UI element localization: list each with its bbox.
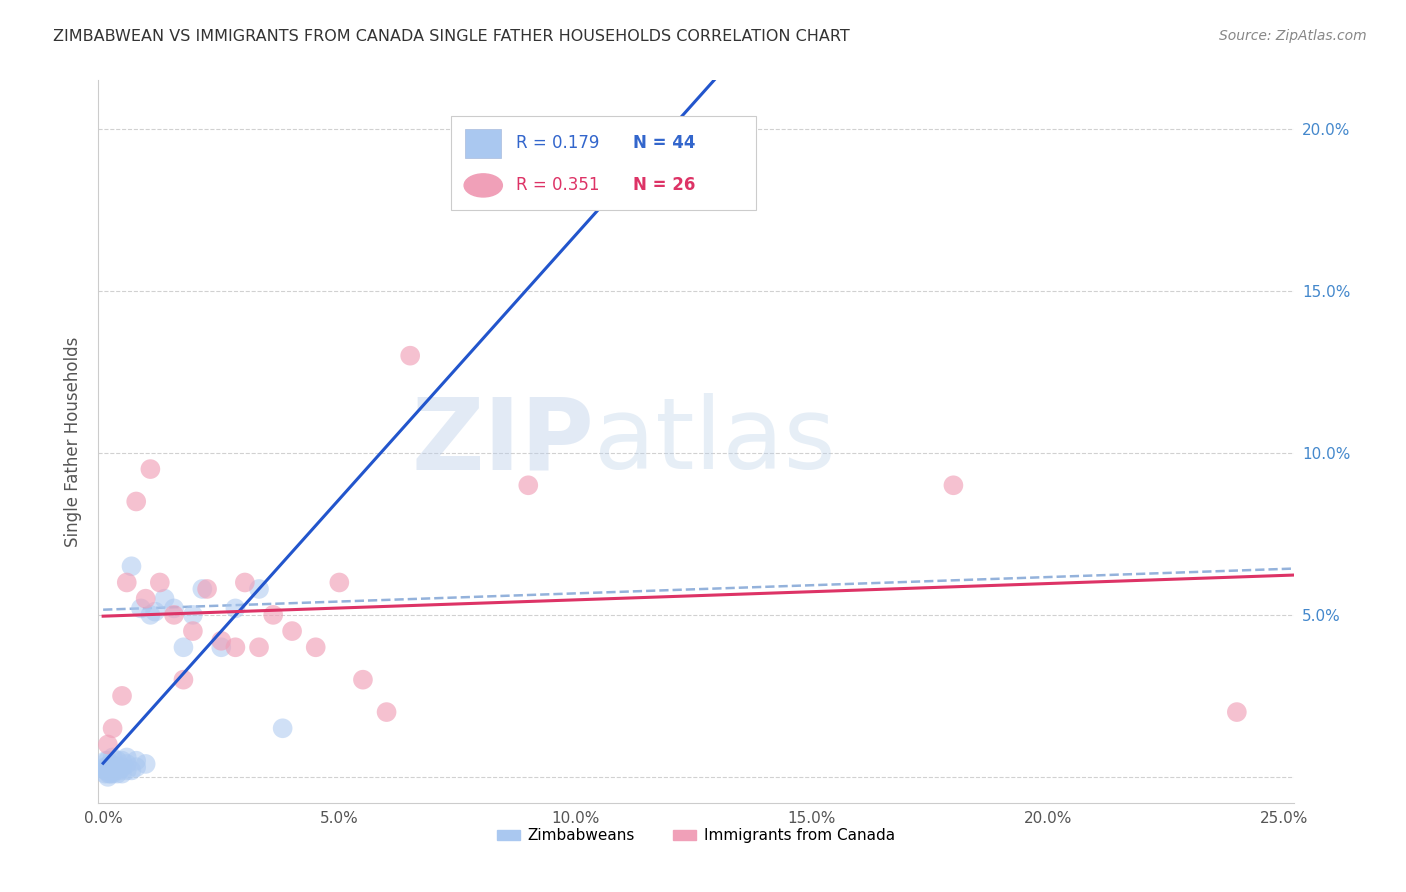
Legend: Zimbabweans, Immigrants from Canada: Zimbabweans, Immigrants from Canada (491, 822, 901, 849)
Text: R = 0.179: R = 0.179 (516, 134, 599, 153)
Point (181, 607, 204, 622)
Point (94, 764, 117, 778)
Point (98, 756, 121, 771)
Point (94, 754, 117, 768)
Point (111, 760, 134, 774)
Point (209, 640, 232, 655)
Point (129, 601, 152, 615)
Point (101, 721, 124, 735)
Point (101, 760, 124, 774)
Point (108, 764, 131, 778)
Point (115, 750, 138, 764)
Point (98, 766, 121, 780)
Point (97, 754, 120, 768)
Point (195, 582, 218, 596)
Text: Source: ZipAtlas.com: Source: ZipAtlas.com (1219, 29, 1367, 43)
Point (375, 705, 398, 719)
Text: atlas: atlas (595, 393, 837, 490)
Point (281, 624, 304, 638)
Point (262, 607, 284, 622)
Point (399, 349, 422, 363)
Point (111, 754, 134, 768)
Point (121, 764, 143, 778)
Point (224, 640, 246, 655)
Point (98, 760, 121, 774)
Text: ZIMBABWEAN VS IMMIGRANTS FROM CANADA SINGLE FATHER HOUSEHOLDS CORRELATION CHART: ZIMBABWEAN VS IMMIGRANTS FROM CANADA SIN… (53, 29, 851, 44)
Point (328, 575, 350, 590)
Point (96, 760, 118, 774)
Circle shape (464, 174, 502, 197)
Point (135, 591, 157, 606)
Point (224, 601, 246, 615)
Point (135, 756, 157, 771)
Point (1226, 705, 1249, 719)
Point (233, 575, 256, 590)
Point (247, 582, 270, 596)
Point (125, 754, 148, 768)
Point (942, 478, 965, 492)
Point (97, 764, 120, 778)
Point (115, 575, 138, 590)
Point (111, 689, 134, 703)
Point (209, 633, 232, 648)
Point (143, 605, 166, 619)
Point (172, 673, 194, 687)
Point (105, 766, 128, 780)
Point (305, 640, 328, 655)
Point (111, 766, 134, 780)
FancyBboxPatch shape (451, 117, 756, 211)
Text: R = 0.351: R = 0.351 (516, 177, 599, 194)
Point (139, 462, 162, 476)
Point (125, 494, 148, 508)
Point (93, 760, 115, 774)
Point (247, 640, 270, 655)
Point (163, 601, 186, 615)
Point (96, 764, 118, 778)
Point (139, 607, 162, 622)
Text: N = 26: N = 26 (633, 177, 695, 194)
Point (105, 760, 128, 774)
Point (97, 770, 120, 784)
Y-axis label: Single Father Households: Single Father Households (65, 336, 83, 547)
Point (121, 559, 143, 574)
Point (115, 756, 138, 771)
FancyBboxPatch shape (465, 128, 501, 158)
Text: N = 44: N = 44 (633, 134, 695, 153)
Point (97, 738, 120, 752)
Point (191, 582, 214, 596)
Point (181, 624, 204, 638)
Point (163, 607, 186, 622)
Point (104, 764, 127, 778)
Point (517, 478, 540, 492)
Point (352, 673, 374, 687)
Point (271, 721, 294, 735)
Point (153, 591, 176, 606)
Point (94, 766, 117, 780)
Point (101, 750, 124, 764)
Point (149, 575, 172, 590)
Point (105, 754, 128, 768)
Point (115, 764, 138, 778)
Point (97, 766, 120, 780)
Point (172, 640, 194, 655)
Point (101, 766, 124, 780)
Text: ZIP: ZIP (412, 393, 595, 490)
Point (125, 760, 148, 774)
